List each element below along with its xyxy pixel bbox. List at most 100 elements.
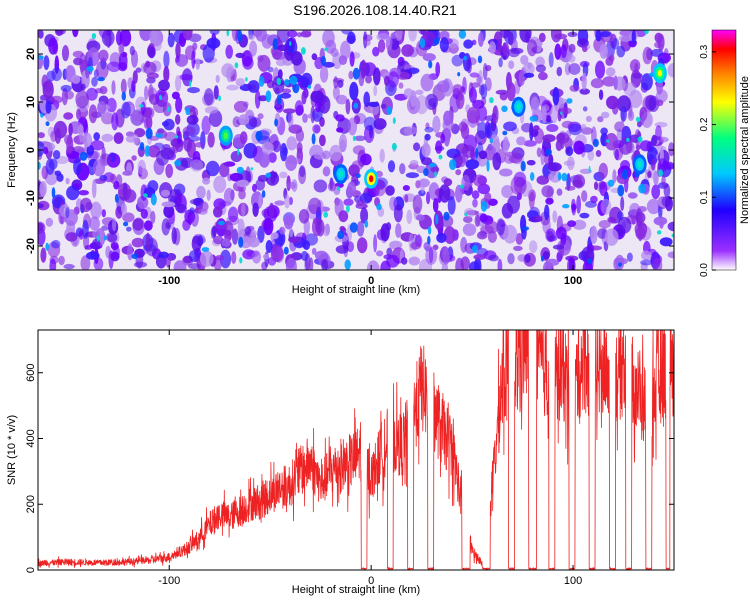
heatmap-blob	[568, 123, 582, 136]
heatmap-blob	[409, 160, 419, 166]
heatmap-blob	[373, 234, 378, 253]
heatmap-blob	[93, 257, 104, 270]
heatmap-blob	[630, 69, 642, 88]
heatmap-blob	[496, 38, 502, 52]
heatmap-blob	[508, 47, 520, 58]
heatmap-blob	[569, 84, 580, 92]
heatmap-blob	[435, 62, 441, 77]
heatmap-blob	[598, 162, 608, 179]
heatmap-blob	[225, 44, 233, 59]
heatmap-blob	[300, 31, 312, 38]
heatmap-blob	[264, 251, 270, 268]
heatmap-blob	[257, 113, 264, 120]
line-axes: -100 0 100 0 200 400 600	[25, 330, 674, 587]
heatmap-blob	[73, 158, 82, 176]
heatmap-blob	[286, 136, 298, 151]
heatmap-blob	[77, 124, 84, 136]
heatmap-blob	[477, 55, 483, 64]
heatmap-blob	[560, 111, 563, 115]
heatmap-blob	[471, 245, 479, 254]
heatmap-blob	[188, 250, 200, 263]
heatmap-blob	[535, 64, 547, 73]
heatmap-blob	[634, 129, 641, 147]
heatmap-blob	[148, 84, 154, 102]
heatmap-blob	[173, 260, 187, 270]
heatmap-blob	[646, 198, 661, 215]
heatmap-blob	[507, 195, 520, 214]
heatmap-blob	[529, 115, 538, 122]
heatmap-blob	[379, 148, 385, 163]
heatmap-blob	[538, 72, 548, 81]
heatmap-blob	[249, 40, 258, 57]
heatmap-blob	[265, 240, 273, 253]
heatmap-blob	[140, 208, 148, 219]
heatmap-blob	[79, 151, 88, 161]
line-y-tick-label: 200	[25, 495, 37, 513]
heatmap-blob	[292, 83, 300, 94]
heatmap-blob	[129, 45, 135, 56]
heatmap-blob	[376, 250, 384, 257]
heatmap-blob	[480, 83, 488, 100]
line-y-tick-label: 400	[25, 429, 37, 447]
heatmap-blob	[554, 43, 562, 60]
heatmap-blob	[338, 134, 348, 152]
heatmap-blob	[420, 180, 425, 194]
heatmap-blob	[376, 203, 382, 211]
heatmap-blob	[502, 130, 508, 136]
heatmap-blob	[235, 78, 245, 87]
heatmap-blob	[671, 233, 674, 238]
heatmap-blob	[438, 154, 443, 160]
heatmap-blob	[419, 38, 426, 49]
heatmap-blob	[388, 71, 399, 88]
heatmap-blob	[552, 87, 560, 106]
heatmap-blob	[401, 257, 408, 265]
heatmap-blob	[336, 186, 341, 191]
colorbar-tick-label: 0.1	[699, 190, 710, 204]
heatmap-blob	[337, 230, 345, 240]
heatmap-blob	[357, 237, 368, 254]
heatmap-blob	[71, 74, 81, 84]
heatmap-blob	[202, 177, 211, 185]
heatmap-blob	[347, 31, 356, 45]
heatmap-blob	[360, 153, 372, 166]
heatmap-blob	[545, 197, 554, 205]
heatmap-blob	[416, 214, 425, 221]
heatmap-blob	[101, 158, 107, 167]
heatmap-blob	[254, 89, 261, 109]
heatmap-blob	[489, 41, 496, 54]
heatmap-blob	[336, 127, 344, 133]
heatmap-blob	[602, 76, 616, 87]
heatmap-blob	[527, 39, 538, 57]
heatmap-blob	[423, 168, 429, 177]
heatmap-blob	[137, 159, 146, 176]
heatmap-blob	[279, 92, 292, 99]
heatmap-blob	[412, 194, 423, 214]
line-x-tick-label: 100	[564, 575, 582, 587]
heatmap-blob	[563, 160, 575, 166]
spectrogram-heatmap	[38, 30, 674, 270]
heatmap-blob	[663, 183, 671, 198]
heatmap-blob	[132, 113, 143, 122]
heatmap-blob	[218, 95, 222, 102]
heatmap-blob	[490, 138, 493, 144]
heatmap-blob	[257, 54, 271, 72]
heatmap-blob	[506, 82, 516, 102]
heatmap-blob	[557, 172, 562, 181]
heatmap-blob	[611, 38, 620, 50]
heatmap-blob	[436, 80, 450, 93]
heatmap-blob	[424, 133, 431, 141]
heatmap-blob	[577, 38, 589, 48]
heatmap-blob	[45, 100, 52, 114]
heatmap-blob	[91, 238, 101, 250]
heatmap-blob	[145, 232, 151, 250]
heatmap-x-tick-label: -100	[158, 275, 180, 287]
heatmap-blob	[258, 95, 268, 102]
heatmap-blob	[562, 204, 570, 209]
heatmap-blob	[548, 52, 554, 68]
heatmap-blob	[144, 85, 149, 101]
heatmap-blob	[258, 193, 263, 208]
heatmap-blob	[428, 60, 433, 69]
heatmap-blob	[443, 226, 456, 245]
heatmap-blob	[606, 95, 619, 110]
heatmap-blob	[528, 191, 535, 209]
